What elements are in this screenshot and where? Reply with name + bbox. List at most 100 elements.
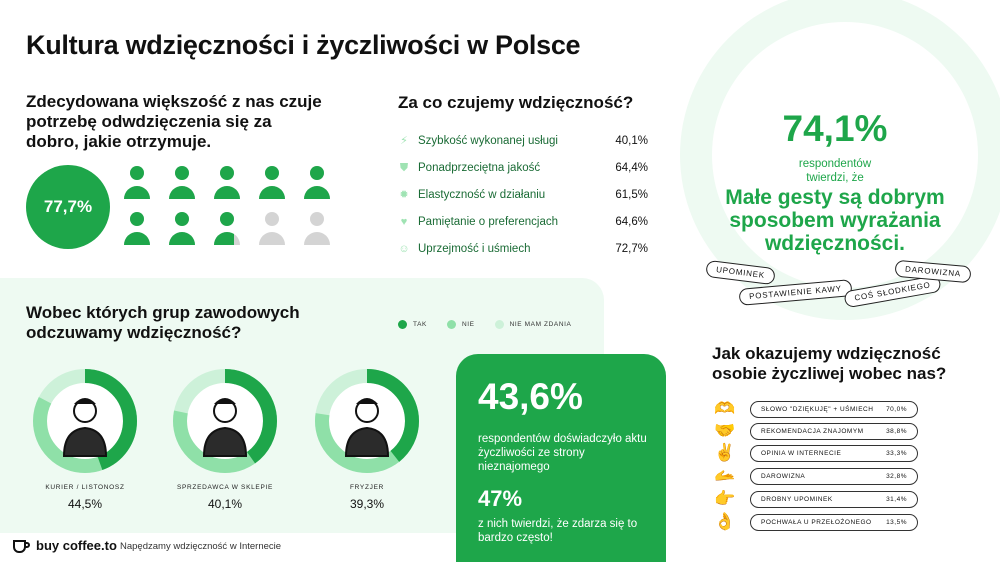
legend-dot [398, 319, 407, 329]
stranger-kindness-card [456, 354, 666, 562]
pointing-hand-icon: 👉 [714, 489, 736, 508]
legend-item-tak: TAK [398, 318, 427, 330]
gratitude-label: Elastyczność w działaniu [418, 189, 546, 201]
palm-up-hand-icon: 🫴 [714, 466, 736, 485]
heart-hands-icon: 🫶 [714, 399, 736, 418]
gratitude-row: ♥ Pamiętanie o preferencjach 64,6% [398, 212, 648, 232]
how-heading: Jak okazujemy wdzięczność osobie życzliw… [712, 344, 947, 383]
how-row: 🤝 REKOMENDACJA ZNAJOMYM 38,8% [712, 419, 918, 443]
how-value: 31,4% [886, 495, 907, 503]
legend-item-nie: NIE [446, 318, 475, 330]
how-value: 33,3% [886, 449, 907, 457]
gratitude-row: ⚡ Szybkość wykonanej usługi 40,1% [398, 131, 648, 151]
donut-slice-tak [315, 369, 419, 473]
ok-hand-icon: 👌 [714, 512, 736, 531]
donut-slice-tak [33, 369, 137, 473]
intro-percent-label: 77,7% [43, 197, 93, 216]
gratitude-section: Za co czujemy wdzięczność? ⚡ Szybkość wy… [398, 93, 648, 281]
stranger-text: respondentów doświadczyło aktu życzliwoś… [478, 433, 647, 473]
gratitude-heading: Za co czujemy wdzięczność? [398, 93, 634, 112]
how-value: 38,8% [886, 427, 907, 435]
group-donut: SPRZEDAWCA W SKLEPIE 40,1% [170, 366, 280, 511]
gratitude-value: 64,4% [615, 162, 648, 174]
brand-logo[interactable]: buy coffee.to [12, 538, 117, 553]
gratitude-value: 40,1% [615, 135, 648, 147]
gratitude-value: 64,6% [615, 216, 648, 228]
person-icon [169, 165, 195, 203]
how-row: 🫴 DAROWIZNA 32,8% [712, 464, 918, 488]
how-row: ✌️ OPINIA W INTERNECIE 33,3% [712, 441, 918, 465]
gear-icon: ✹ [399, 189, 409, 201]
donut-slice-tak [173, 369, 277, 473]
stranger-percent: 43,6% [478, 376, 583, 417]
intro-percent-circle: 77,7% [26, 165, 110, 249]
how-value: 70,0% [886, 405, 907, 413]
how-label: DAROWIZNA [761, 472, 806, 480]
intro-heading: Zdecydowana większość z nas czuje potrze… [26, 92, 322, 151]
gratitude-row: ⛊ Ponadprzeciętna jakość 64,4% [398, 158, 648, 178]
shield-check-icon: ⛊ [399, 162, 409, 174]
gratitude-value: 61,5% [615, 189, 648, 201]
legend-dot [446, 319, 456, 329]
legend-dot [494, 319, 504, 329]
person-icon [304, 211, 330, 249]
person-icon [214, 165, 240, 203]
how-label: SŁOWO "DZIĘKUJĘ" + UŚMIECH [761, 405, 874, 413]
victory-hand-icon: ✌️ [714, 443, 736, 462]
how-value: 32,8% [886, 472, 907, 480]
group-value: 40,1% [207, 497, 243, 511]
person-icon [259, 211, 285, 249]
group-label: KURIER / LISTONOSZ [45, 484, 125, 491]
profession-illustration-icon [62, 398, 108, 457]
how-label: POCHWAŁA U PRZEŁOŻONEGO [761, 518, 872, 526]
small-gestures-respondents: respondentów twierdzi, że [798, 158, 872, 184]
gratitude-label: Uprzejmość i uśmiech [418, 243, 531, 255]
donut-svg [33, 369, 137, 473]
how-row: 👉 DROBNY UPOMINEK 31,4% [712, 487, 918, 511]
gratitude-row: ✹ Elastyczność w działaniu 61,5% [398, 185, 648, 205]
how-label: REKOMENDACJA ZNAJOMYM [761, 427, 864, 435]
profession-illustration-icon [202, 398, 248, 457]
lightning-icon: ⚡ [400, 135, 408, 147]
person-icon [124, 211, 150, 249]
often-percent: 47% [478, 486, 523, 511]
gratitude-row: ☺ Uprzejmość i uśmiech 72,7% [398, 239, 648, 259]
person-icon [169, 211, 195, 249]
group-value: 44,5% [67, 497, 103, 511]
profession-illustration-icon [344, 398, 390, 457]
gratitude-label: Ponadprzeciętna jakość [418, 162, 541, 174]
gratitude-label: Szybkość wykonanej usługi [418, 135, 558, 147]
page-title: Kultura wdzięczności i życzliwości w Pol… [26, 30, 581, 60]
groups-legend: TAK NIE NIE MAM ZDANIA [398, 318, 571, 330]
small-gestures-percent: 74,1% [782, 108, 888, 149]
group-donut: FRYZJER 39,3% [312, 366, 422, 511]
group-label: SPRZEDAWCA W SKLEPIE [176, 484, 274, 491]
decorative-ring-inner [712, 22, 978, 288]
handshake-icon: 🤝 [714, 421, 736, 440]
group-label: FRYZJER [349, 484, 385, 491]
donut-svg [173, 369, 277, 473]
group-donut: KURIER / LISTONOSZ 44,5% [30, 366, 140, 511]
groups-heading: Wobec których grup zawodowych odczuwamy … [26, 303, 300, 342]
smile-icon: ☺ [398, 243, 410, 255]
gratitude-value: 72,7% [615, 243, 648, 255]
legend-item-nie-mam-zdania: NIE MAM ZDANIA [494, 318, 572, 330]
heart-icon: ♥ [400, 216, 408, 228]
often-text: z nich twierdzi, że zdarza się to bardzo… [478, 518, 638, 544]
group-value: 39,3% [349, 497, 385, 511]
person-icon [259, 165, 285, 203]
brand-name: buy coffee.to [36, 538, 117, 553]
how-value: 13,5% [886, 518, 907, 526]
donut-svg [315, 369, 419, 473]
person-icon [304, 165, 330, 203]
cup-icon [13, 539, 30, 553]
gratitude-label: Pamiętanie o preferencjach [418, 216, 558, 228]
person-icon [124, 165, 150, 203]
how-row: 👌 POCHWAŁA U PRZEŁOŻONEGO 13,5% [712, 510, 918, 534]
how-row: 🫶 SŁOWO "DZIĘKUJĘ" + UŚMIECH 70,0% [712, 397, 918, 421]
brand-tagline: Napędzamy wdzięczność w Internecie [120, 541, 282, 552]
how-label: DROBNY UPOMINEK [761, 495, 833, 503]
how-label: OPINIA W INTERNECIE [761, 449, 842, 457]
pictogram-people [124, 165, 349, 255]
small-gestures-quote: Małe gesty są dobrym sposobem wyrażania … [725, 186, 945, 255]
